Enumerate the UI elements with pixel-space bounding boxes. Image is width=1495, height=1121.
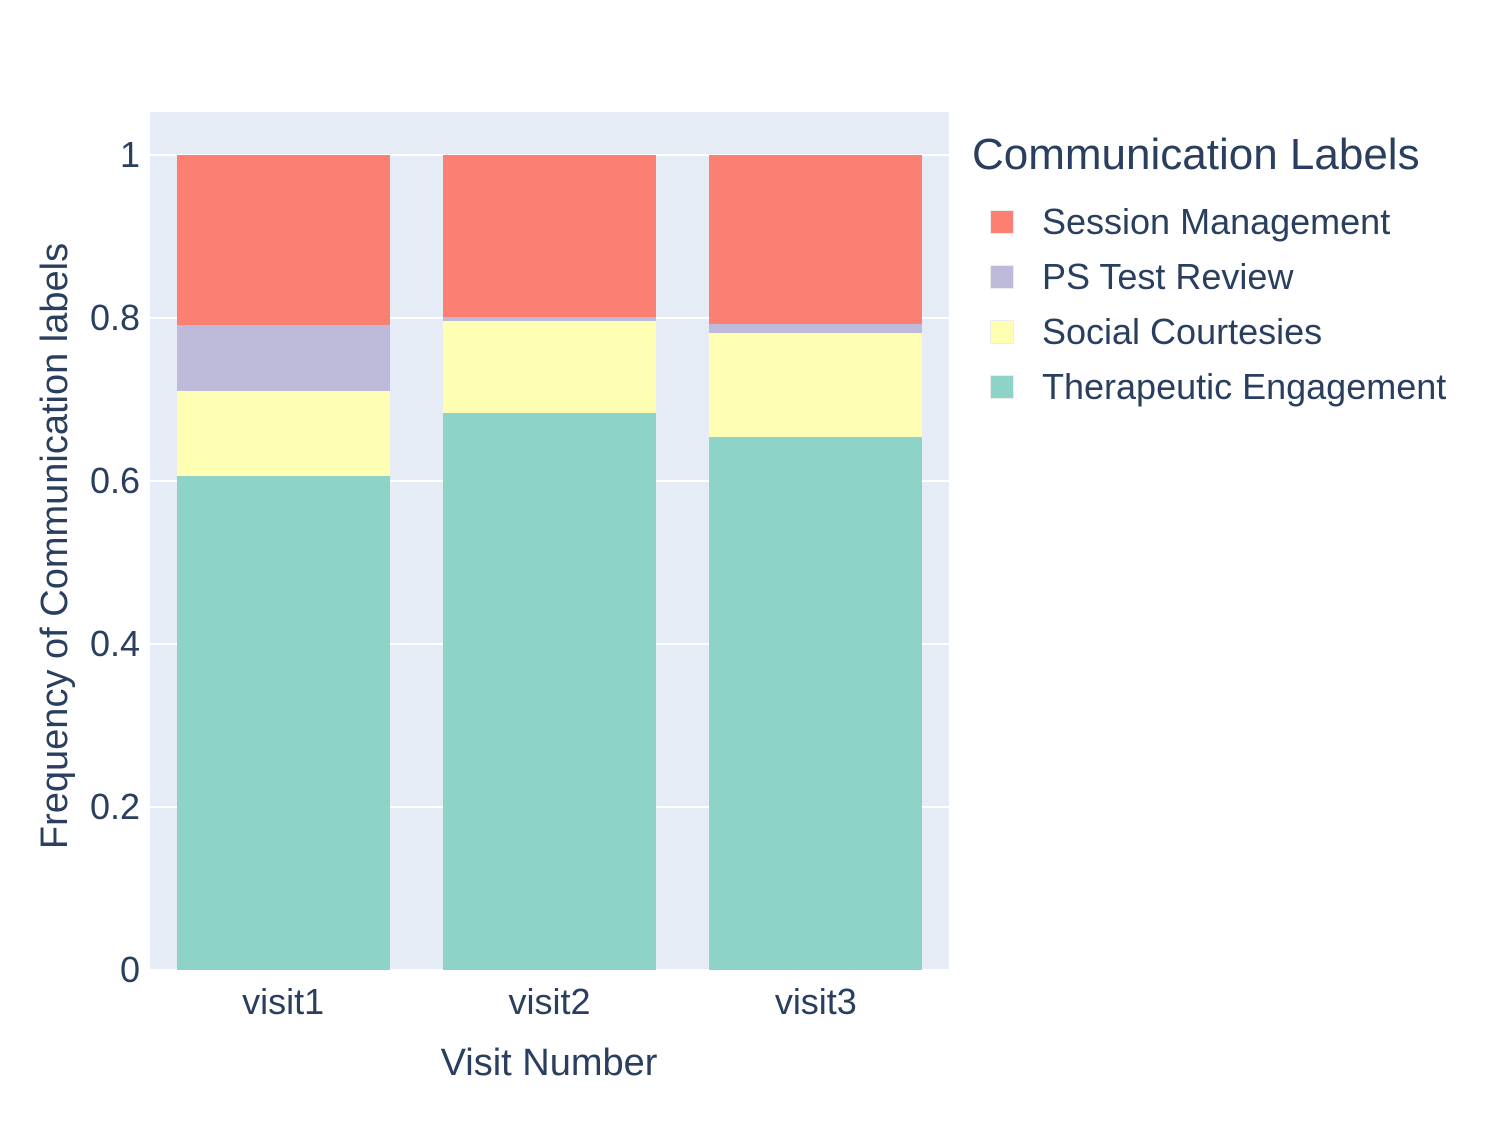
legend-item-social-courtesies: Social Courtesies: [972, 304, 1446, 359]
bar-segment-visit1-therapeutic-engagement: [176, 476, 390, 970]
y-tick-label: 1: [119, 134, 140, 175]
y-tick-label: 0: [119, 949, 140, 990]
bar-segment-visit2-social-courtesies: [443, 321, 656, 413]
legend-item-ps-test-review: PS Test Review: [972, 249, 1446, 304]
legend-swatch-icon: [990, 374, 1014, 399]
legend-swatch-icon: [990, 264, 1014, 289]
legend-item-therapeutic-engagement: Therapeutic Engagement: [972, 359, 1446, 414]
bar-segment-visit3-ps-test-review: [709, 323, 923, 334]
bar-segment-visit3-session-management: [709, 155, 923, 324]
y-tick-label: 0.4: [89, 623, 140, 664]
x-tick-label-visit2: visit2: [508, 981, 591, 1022]
legend-item-label: Social Courtesies: [1042, 310, 1323, 352]
legend-swatch-icon: [990, 209, 1014, 234]
bar-segment-visit1-social-courtesies: [176, 390, 390, 477]
legend-item-list: Session Management PS Test Review Social C…: [972, 194, 1446, 414]
legend-item-session-management: Session Management: [972, 194, 1446, 249]
bar-segment-visit3-therapeutic-engagement: [709, 436, 923, 970]
legend-title: Communication Labels: [972, 130, 1420, 179]
legend-item-label: PS Test Review: [1042, 255, 1294, 297]
bar-segment-visit1-ps-test-review: [176, 324, 390, 391]
y-tick-label: 0.2: [89, 786, 140, 827]
bar-segment-visit2-session-management: [443, 155, 656, 318]
legend-item-label: Session Management: [1042, 200, 1391, 242]
legend-item-label: Therapeutic Engagement: [1042, 365, 1447, 407]
x-tick-label-visit3: visit3: [774, 981, 857, 1022]
legend-swatch-icon: [990, 319, 1014, 344]
bar-segment-visit1-session-management: [176, 155, 390, 325]
bar-segment-visit2-therapeutic-engagement: [443, 412, 656, 970]
bar-segment-visit2-ps-test-review: [443, 317, 656, 322]
plot-area: [150, 112, 949, 970]
legend: Communication Labels Session Management P…: [972, 130, 1446, 414]
bar-segment-visit3-social-courtesies: [709, 333, 923, 437]
y-tick-label: 0.6: [89, 460, 140, 501]
y-axis-title: Frequency of Communication labels: [34, 242, 76, 850]
x-axis-title: Visit Number: [440, 1042, 658, 1084]
x-tick-label-visit1: visit1: [242, 981, 325, 1022]
y-tick-label: 0.8: [89, 297, 140, 338]
